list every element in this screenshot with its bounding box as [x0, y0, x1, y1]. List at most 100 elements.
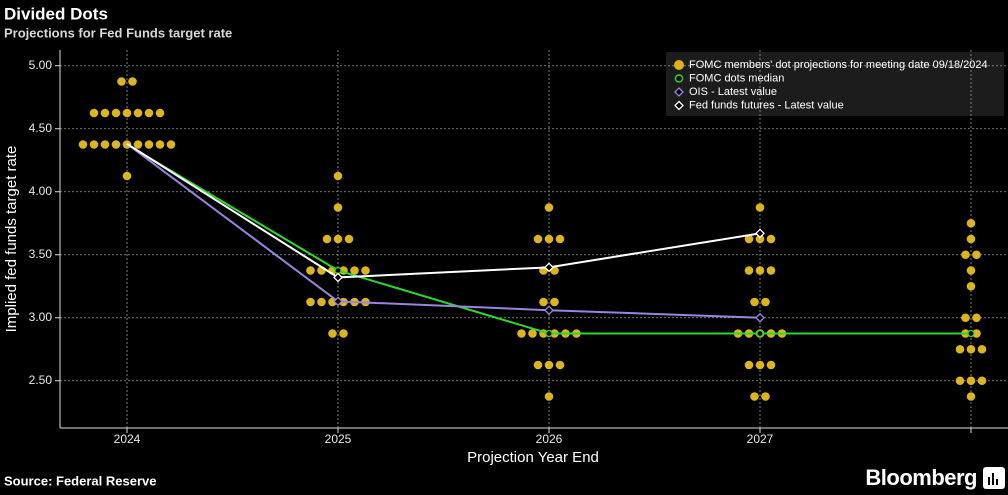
dot: [133, 108, 143, 118]
dot: [339, 329, 348, 338]
dot: [966, 281, 976, 291]
dot: [155, 108, 165, 118]
dot: [966, 376, 976, 386]
x-tick-label: 2024: [114, 432, 141, 446]
dot: [966, 266, 976, 275]
dot: [166, 140, 176, 149]
legend-label: Fed funds futures - Latest value: [689, 99, 844, 111]
dot: [328, 329, 337, 338]
y-tick-label: 3.50: [29, 247, 53, 261]
dot: [100, 108, 110, 118]
dot: [317, 297, 326, 307]
dot: [750, 297, 759, 307]
dot: [117, 77, 126, 86]
dot: [306, 266, 315, 275]
dot: [89, 108, 99, 118]
dot: [555, 234, 565, 244]
dot: [755, 266, 765, 275]
dot: [972, 313, 981, 323]
line-marker: [333, 296, 343, 307]
x-tick-label: 2027: [747, 432, 774, 446]
dot: [755, 203, 765, 212]
dot: [977, 344, 987, 354]
dot: [544, 392, 554, 401]
chart-subtitle: Projections for Fed Funds target rate: [4, 25, 232, 40]
dot: [544, 234, 554, 244]
legend-label: OIS - Latest value: [689, 86, 777, 98]
dot: [133, 140, 143, 149]
legend-label: FOMC members' dot projections for meetin…: [689, 59, 988, 71]
dot: [361, 266, 370, 275]
dot: [78, 140, 88, 149]
legend-box: [666, 52, 1004, 116]
dot: [955, 344, 965, 354]
dot: [755, 234, 765, 244]
dot: [550, 297, 559, 307]
dot: [966, 234, 976, 244]
source: Source: Federal Reserve: [4, 473, 156, 488]
dot: [122, 171, 132, 181]
dot: [122, 108, 132, 118]
dot: [322, 234, 332, 244]
dot: [761, 297, 770, 307]
dot: [344, 234, 354, 244]
dot: [155, 140, 165, 149]
dot: [972, 329, 981, 338]
dot: [744, 266, 754, 275]
dot: [333, 203, 343, 212]
dot: [555, 360, 565, 370]
y-tick-label: 2.50: [29, 373, 53, 387]
dot: [977, 376, 987, 386]
dot: [755, 360, 765, 370]
x-tick-label: 2026: [536, 432, 563, 446]
x-tick-label: 2025: [325, 432, 352, 446]
dot: [972, 250, 981, 260]
dot: [544, 360, 554, 370]
dot: [306, 297, 315, 307]
dot: [766, 360, 776, 370]
dot: [533, 234, 543, 244]
dot: [100, 140, 110, 149]
line-marker: [755, 228, 765, 239]
line-marker: [544, 262, 554, 273]
dot: [350, 266, 359, 275]
dot: [533, 360, 543, 370]
dot: [766, 266, 776, 275]
dot: [111, 108, 121, 118]
dot: [744, 234, 754, 244]
dot: [111, 140, 121, 149]
dot: [144, 108, 154, 118]
legend-swatch: [674, 100, 684, 111]
dot: [333, 234, 343, 244]
dot: [761, 392, 770, 401]
dot: [961, 313, 970, 323]
line-marker: [967, 329, 975, 338]
dot: [539, 297, 548, 307]
legend-swatch: [674, 87, 684, 97]
dot: [128, 77, 137, 86]
dot: [744, 360, 754, 370]
y-tick-label: 3.00: [29, 310, 53, 324]
y-tick-label: 5.00: [29, 58, 53, 72]
line-marker: [756, 329, 764, 338]
y-tick-label: 4.00: [29, 184, 53, 198]
series-line: [126, 143, 761, 279]
brand: Bloomberg: [865, 465, 977, 490]
line-marker: [333, 272, 343, 283]
legend-swatch: [674, 74, 684, 83]
dot: [544, 203, 554, 212]
dot: [766, 234, 776, 244]
dot: [966, 218, 976, 228]
line-marker: [545, 329, 553, 338]
y-tick-label: 4.50: [29, 121, 53, 135]
dot: [144, 140, 154, 149]
y-axis-label: Implied fed funds target rate: [3, 146, 20, 333]
line-marker: [755, 312, 765, 323]
dot: [333, 171, 343, 181]
dot: [89, 140, 99, 149]
dot: [955, 376, 965, 386]
dot: [517, 329, 526, 338]
dot: [961, 250, 970, 260]
